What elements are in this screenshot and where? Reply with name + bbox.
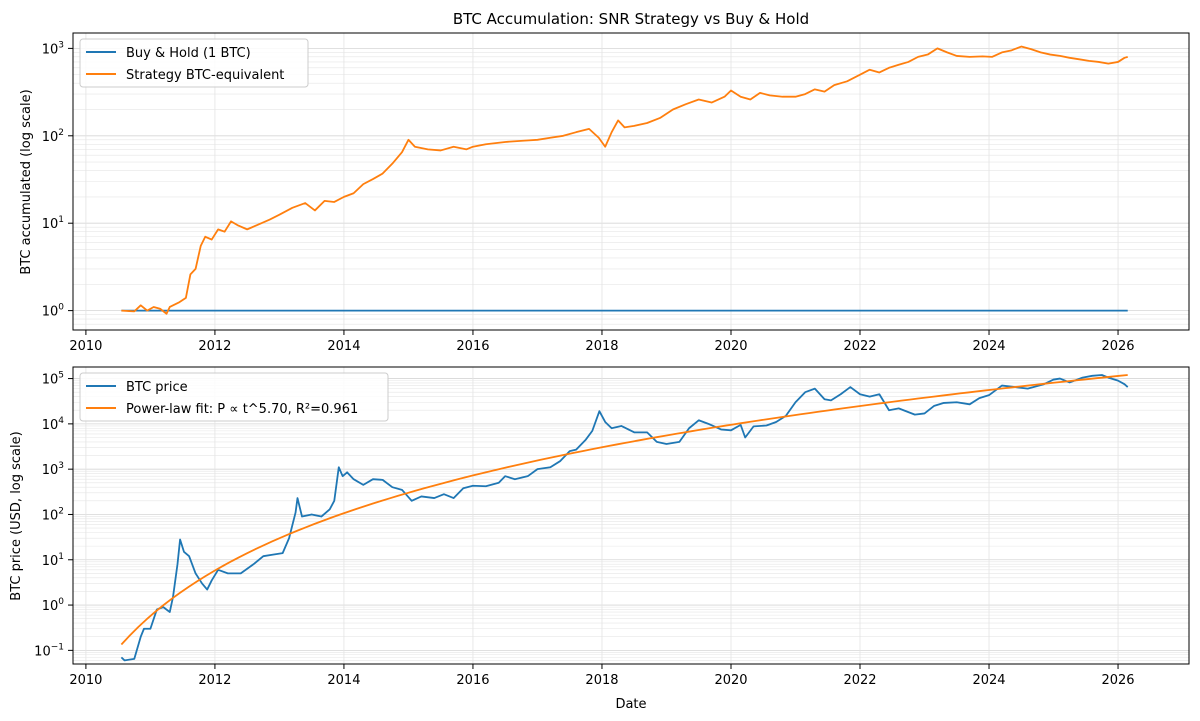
- x-tick-label: 2018: [585, 673, 618, 688]
- x-tick-label: 2020: [714, 339, 747, 354]
- accumulation-panel: BTC Accumulation: SNR Strategy vs Buy & …: [19, 10, 1190, 354]
- legend[interactable]: Buy & Hold (1 BTC) Strategy BTC-equivale…: [79, 38, 309, 88]
- x-tick-label: 2014: [327, 339, 360, 354]
- legend-label-buy-hold: Buy & Hold (1 BTC): [126, 46, 251, 61]
- x-tick-label: 2026: [1101, 673, 1134, 688]
- series-lines: [120, 374, 1129, 662]
- x-tick-label: 2016: [456, 673, 489, 688]
- legend-label-btc-price: BTC price: [126, 380, 188, 395]
- chart-title: BTC Accumulation: SNR Strategy vs Buy & …: [453, 10, 809, 28]
- legend-label-strategy: Strategy BTC-equivalent: [126, 68, 284, 83]
- y-axis-label: BTC price (USD, log scale): [9, 431, 24, 600]
- series-lines: [121, 45, 1128, 315]
- x-tick-label: 2022: [843, 339, 876, 354]
- x-tick-label: 2014: [327, 673, 360, 688]
- x-tick-label: 2010: [69, 339, 102, 354]
- legend-box: [79, 38, 309, 88]
- series-line-strategy-btc-equivalent: [121, 45, 1128, 315]
- x-tick-label: 2022: [843, 673, 876, 688]
- legend-box: [79, 372, 389, 422]
- x-tick-label: 2010: [69, 673, 102, 688]
- x-axis-label: Date: [615, 697, 646, 712]
- y-axis-label: BTC accumulated (log scale): [19, 89, 34, 274]
- x-tick-label: 2026: [1101, 339, 1134, 354]
- x-tick-label: 2020: [714, 673, 747, 688]
- series-line-power-law-fit-p-t-5-70-r-0-961: [120, 374, 1128, 646]
- x-tick-label: 2012: [198, 339, 231, 354]
- legend[interactable]: BTC price Power-law fit: P ∝ t^5.70, R²=…: [79, 372, 389, 422]
- plot-frame: [72, 366, 1190, 665]
- x-tick-label: 2024: [972, 339, 1005, 354]
- legend-label-power-law: Power-law fit: P ∝ t^5.70, R²=0.961: [126, 402, 358, 417]
- x-tick-label: 2016: [456, 339, 489, 354]
- x-tick-label: 2024: [972, 673, 1005, 688]
- x-tick-label: 2018: [585, 339, 618, 354]
- x-tick-label: 2012: [198, 673, 231, 688]
- series-line-btc-price: [120, 374, 1129, 662]
- plot-frame: [72, 32, 1190, 331]
